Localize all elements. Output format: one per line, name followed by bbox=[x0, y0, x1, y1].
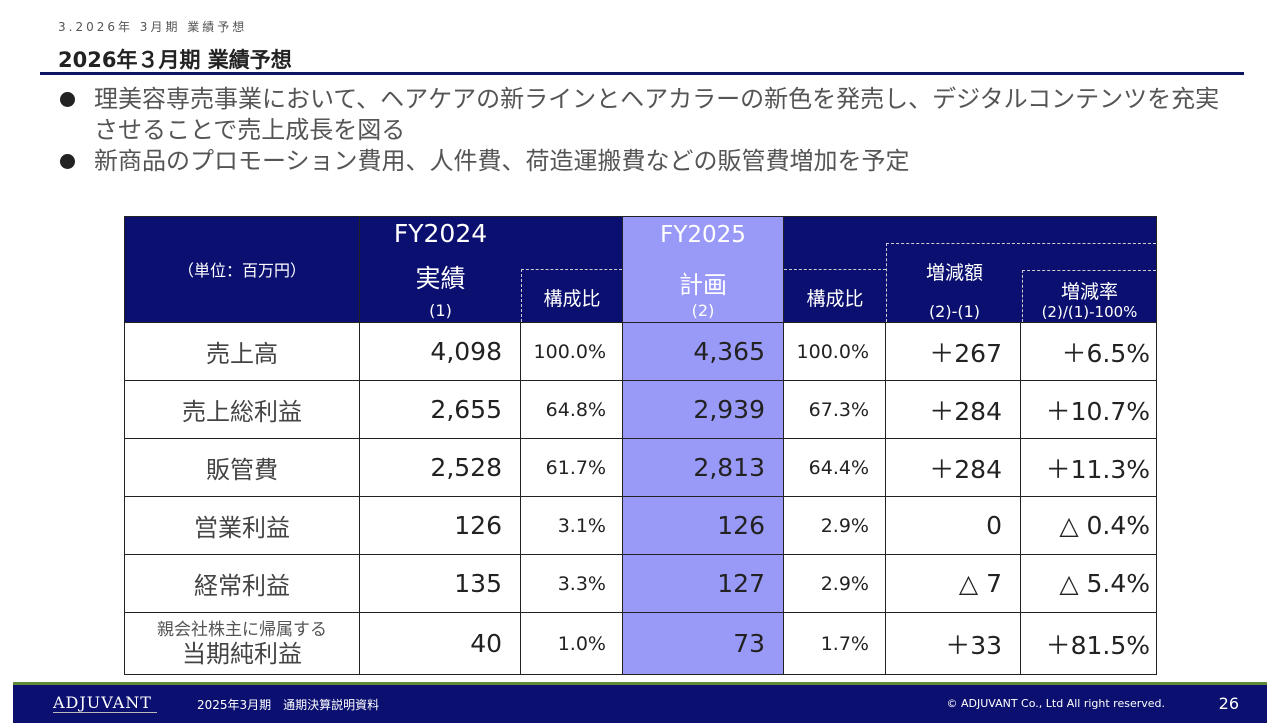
fy2025-ratio: 2.9% bbox=[783, 554, 886, 613]
change-header: 構成比 増減額 (2)-(1) 増減率 (2)/(1)-100% bbox=[782, 216, 1158, 323]
fy2024-ratio: 3.3% bbox=[520, 554, 623, 613]
fy2025-ratio-label: 構成比 bbox=[806, 288, 864, 310]
row-label-main: 当期純利益 bbox=[182, 639, 302, 668]
change-rate: ＋6.5% bbox=[1019, 322, 1158, 381]
fy2025-ratio: 1.7% bbox=[783, 612, 886, 675]
bullet-dot-icon bbox=[60, 92, 75, 107]
document-title: 2025年3月期 通期決算説明資料 bbox=[197, 698, 380, 712]
change-rate: ＋81.5% bbox=[1019, 612, 1158, 675]
page-number: 26 bbox=[1218, 694, 1239, 713]
company-logo: ADJUVANT bbox=[53, 693, 152, 712]
fy2024-kind: 実績 bbox=[415, 264, 466, 293]
fy2024-ratio-label: 構成比 bbox=[543, 288, 601, 310]
bullet-list: 理美容専売事業において、ヘアケアの新ラインとヘアカラーの新色を発売し、デジタルコ… bbox=[58, 84, 1238, 177]
fy2024-ratio: 100.0% bbox=[520, 322, 623, 381]
fy2024-ratio: 61.7% bbox=[520, 438, 623, 497]
row-label: 売上総利益 bbox=[124, 380, 360, 439]
change-rate: △ 0.4% bbox=[1019, 496, 1158, 555]
change-amount-label: 増減額 bbox=[925, 262, 983, 284]
change-rate: ＋10.7% bbox=[1019, 380, 1158, 439]
row-label: 親会社株主に帰属する 当期純利益 bbox=[124, 612, 360, 675]
fy2025-ratio: 2.9% bbox=[783, 496, 886, 555]
change-amount: ＋284 bbox=[885, 380, 1021, 439]
fy2025-header: FY2025 計画 (2) bbox=[622, 216, 784, 323]
fy2025-value: 2,939 bbox=[622, 380, 784, 439]
section-label: 3.2026年 3月期 業績予想 bbox=[58, 20, 248, 34]
fy2024-year: FY2024 bbox=[393, 219, 488, 248]
change-amount: △ 7 bbox=[885, 554, 1021, 613]
fy2025-value: 127 bbox=[622, 554, 784, 613]
bullet-item: 理美容専売事業において、ヘアケアの新ラインとヘアカラーの新色を発売し、デジタルコ… bbox=[58, 84, 1238, 146]
fy2025-ratio: 64.4% bbox=[783, 438, 886, 497]
fy2025-year: FY2025 bbox=[660, 222, 746, 248]
table-row: 親会社株主に帰属する 当期純利益 40 1.0% 73 1.7% ＋33 ＋81… bbox=[124, 612, 1158, 675]
copyright: © ADJUVANT Co., Ltd All right reserved. bbox=[946, 697, 1165, 710]
fy2024-value: 4,098 bbox=[359, 322, 521, 381]
fy2024-tag: (1) bbox=[429, 301, 452, 320]
row-label-prefix: 親会社株主に帰属する bbox=[157, 619, 327, 640]
fy2025-value: 4,365 bbox=[622, 322, 784, 381]
fy2024-value: 126 bbox=[359, 496, 521, 555]
fy2025-value: 126 bbox=[622, 496, 784, 555]
change-rate-header: 増減率 (2)/(1)-100% bbox=[1022, 270, 1157, 322]
unit-header: （単位：百万円） bbox=[124, 216, 360, 323]
table-row: 売上総利益 2,655 64.8% 2,939 67.3% ＋284 ＋10.7… bbox=[124, 380, 1158, 439]
fy2025-value: 73 bbox=[622, 612, 784, 675]
row-label: 経常利益 bbox=[124, 554, 360, 613]
bullet-item: 新商品のプロモーション費用、人件費、荷造運搬費などの販管費増加を予定 bbox=[58, 146, 1238, 177]
bullet-dot-icon bbox=[60, 154, 75, 169]
fy2024-value: 2,528 bbox=[359, 438, 521, 497]
row-label: 売上高 bbox=[124, 322, 360, 381]
fy2024-ratio: 64.8% bbox=[520, 380, 623, 439]
table-row: 経常利益 135 3.3% 127 2.9% △ 7 △ 5.4% bbox=[124, 554, 1158, 613]
change-rate-formula: (2)/(1)-100% bbox=[1041, 303, 1138, 321]
page-title: 2026年３月期 業績予想 bbox=[58, 48, 292, 72]
change-amount: 0 bbox=[885, 496, 1021, 555]
fy2025-value: 2,813 bbox=[622, 438, 784, 497]
bullet-text: 理美容専売事業において、ヘアケアの新ラインとヘアカラーの新色を発売し、デジタルコ… bbox=[94, 85, 1220, 144]
fy2025-ratio: 100.0% bbox=[783, 322, 886, 381]
change-rate: △ 5.4% bbox=[1019, 554, 1158, 613]
fy2024-value: 40 bbox=[359, 612, 521, 675]
change-rate: ＋11.3% bbox=[1019, 438, 1158, 497]
fy2025-tag: (2) bbox=[691, 301, 715, 320]
fy2025-kind: 計画 bbox=[679, 271, 727, 299]
fy2025-ratio-header: 構成比 bbox=[784, 269, 886, 322]
bullet-text: 新商品のプロモーション費用、人件費、荷造運搬費などの販管費増加を予定 bbox=[94, 147, 910, 175]
fy2024-ratio: 3.1% bbox=[520, 496, 623, 555]
row-label: 販管費 bbox=[124, 438, 360, 497]
title-divider bbox=[40, 72, 1244, 75]
unit-label: （単位：百万円） bbox=[177, 261, 306, 280]
footer-bar: ADJUVANT 2025年3月期 通期決算説明資料 © ADJUVANT Co… bbox=[13, 682, 1267, 723]
fy2024-value: 2,655 bbox=[359, 380, 521, 439]
logo-underline bbox=[53, 712, 157, 713]
row-label: 営業利益 bbox=[124, 496, 360, 555]
table-row: 営業利益 126 3.1% 126 2.9% 0 △ 0.4% bbox=[124, 496, 1158, 555]
change-amount: ＋284 bbox=[885, 438, 1021, 497]
fy2024-header: FY2024 実績 (1) 構成比 bbox=[359, 216, 623, 323]
change-amount: ＋33 bbox=[885, 612, 1021, 675]
change-amount-header: 増減額 (2)-(1) 増減率 (2)/(1)-100% bbox=[886, 243, 1157, 322]
table-row: 販管費 2,528 61.7% 2,813 64.4% ＋284 ＋11.3% bbox=[124, 438, 1158, 497]
change-amount-formula: (2)-(1) bbox=[928, 302, 981, 321]
forecast-table: （単位：百万円） FY2024 実績 (1) 構成比 FY2025 計画 (2)… bbox=[124, 216, 1158, 675]
fy2024-ratio-header: 構成比 bbox=[521, 269, 622, 322]
change-amount: ＋267 bbox=[885, 322, 1021, 381]
change-rate-label: 増減率 bbox=[1061, 281, 1119, 303]
fy2024-ratio: 1.0% bbox=[520, 612, 623, 675]
fy2024-value: 135 bbox=[359, 554, 521, 613]
table-row: 売上高 4,098 100.0% 4,365 100.0% ＋267 ＋6.5% bbox=[124, 322, 1158, 381]
fy2025-ratio: 67.3% bbox=[783, 380, 886, 439]
